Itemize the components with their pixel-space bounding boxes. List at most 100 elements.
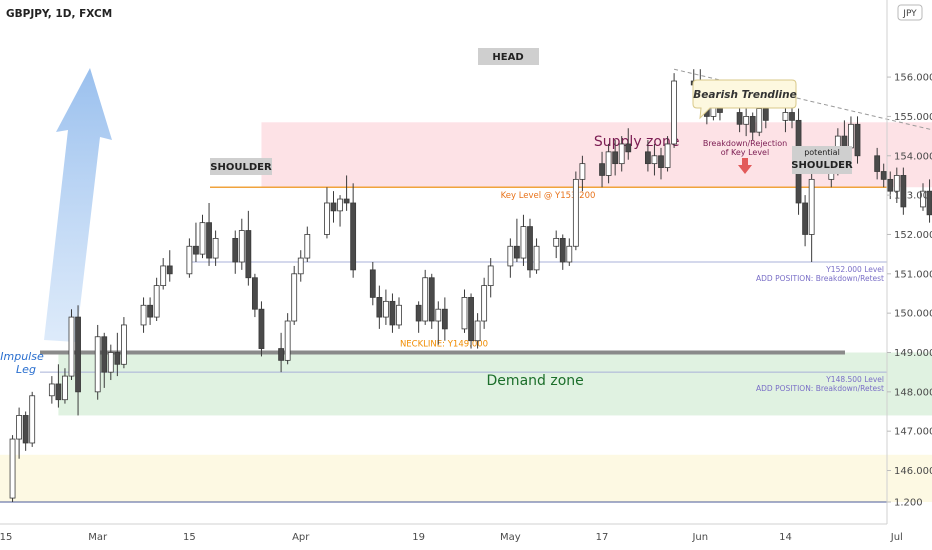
candle-body xyxy=(887,178,894,192)
candle xyxy=(62,368,68,404)
candle xyxy=(291,265,298,325)
candle xyxy=(507,238,514,278)
candle-body xyxy=(48,383,55,397)
y148-level-label: Y148.500 Level xyxy=(825,375,884,384)
candle xyxy=(468,293,474,349)
x-tick-label: Mar xyxy=(88,532,108,543)
candle-body xyxy=(147,304,154,318)
candle xyxy=(232,230,239,274)
candle-body xyxy=(291,273,298,322)
candle-body xyxy=(605,151,612,176)
candle-body xyxy=(369,269,376,298)
candle-body xyxy=(62,375,68,401)
candle xyxy=(330,191,337,223)
candle-body xyxy=(435,308,442,322)
candle xyxy=(121,317,127,369)
levels-layer: Key Level @ Y153.200 NECKLINE: Y149.000 Y1… xyxy=(0,186,887,503)
candle xyxy=(153,277,160,322)
candle-body xyxy=(487,265,494,287)
candle xyxy=(808,171,815,262)
candle xyxy=(238,218,245,270)
y-tick-label: 147.000 xyxy=(894,427,932,438)
y-tick-label: 155.000 xyxy=(894,112,932,123)
candle xyxy=(926,179,932,223)
candle-body xyxy=(343,198,350,204)
candle xyxy=(206,202,212,266)
candle-body xyxy=(29,395,36,444)
demand-zone-label: Demand zone xyxy=(487,373,584,389)
candle-body xyxy=(101,336,108,373)
candle xyxy=(343,175,350,211)
candle-body xyxy=(350,202,357,271)
candle xyxy=(369,262,376,306)
candle-body xyxy=(651,155,658,165)
x-tick-label: 15 xyxy=(0,532,12,543)
candle xyxy=(350,183,357,278)
candle xyxy=(736,104,743,133)
candle-body xyxy=(441,308,448,330)
candle xyxy=(29,391,36,447)
candle-body xyxy=(900,175,907,208)
candle-body xyxy=(520,226,527,259)
y152-level-sublabel: ADD POSITION: Breakdown/Retest xyxy=(756,274,884,283)
x-tick-label: 14 xyxy=(779,532,792,543)
candle-body xyxy=(789,112,795,121)
candle-body xyxy=(330,202,337,212)
y-tick-label: 154.000 xyxy=(894,151,932,162)
head-label-box xyxy=(478,48,539,65)
candle-body xyxy=(481,285,488,322)
candle xyxy=(199,214,206,259)
candle-body xyxy=(153,285,160,318)
breakdown-text-line1: Breakdown/Rejection xyxy=(703,139,787,148)
x-tick-label: Apr xyxy=(292,532,310,543)
candle-body xyxy=(848,123,854,149)
candle-body xyxy=(553,237,560,247)
candle xyxy=(422,269,429,325)
candle xyxy=(887,171,894,200)
candle xyxy=(520,214,527,266)
y-tick-label: 148.000 xyxy=(894,387,932,398)
candle xyxy=(645,140,651,172)
head-label-text: HEAD xyxy=(492,52,523,63)
candle xyxy=(441,297,448,341)
left-shoulder-text: SHOULDER xyxy=(210,162,272,173)
candle-body xyxy=(212,237,219,259)
candle-body xyxy=(389,300,396,326)
candle xyxy=(22,411,29,451)
candle xyxy=(9,435,16,502)
candle-body xyxy=(245,230,252,279)
x-tick-label: May xyxy=(500,532,521,543)
candle-body xyxy=(736,112,743,125)
candle xyxy=(101,332,108,388)
candle xyxy=(396,297,402,329)
breakdown-annotation: Breakdown/Rejection of Key Level xyxy=(703,139,787,174)
candle-body xyxy=(160,265,167,287)
candle xyxy=(147,297,154,325)
candle-body xyxy=(9,438,16,499)
candle xyxy=(566,238,573,266)
candle-body xyxy=(258,308,265,349)
candle-body xyxy=(382,300,389,318)
candle-body xyxy=(664,143,671,168)
right-shoulder-label: potential SHOULDER xyxy=(791,146,853,174)
candle-body xyxy=(75,316,81,393)
candle xyxy=(533,238,540,274)
candle-body xyxy=(461,297,468,330)
candle-body xyxy=(599,163,605,176)
candle xyxy=(487,258,494,298)
candle xyxy=(68,309,75,381)
candle-body xyxy=(920,190,926,208)
candle-body xyxy=(396,304,402,326)
candle-body xyxy=(428,277,435,322)
x-tick-label: 19 xyxy=(412,532,425,543)
breakdown-text-line2: of Key Level xyxy=(721,148,769,157)
callout-bubble xyxy=(692,79,797,120)
lower-zone-box xyxy=(0,454,932,502)
candle-body xyxy=(756,108,763,133)
candle xyxy=(749,112,756,141)
candle-body xyxy=(527,226,533,271)
candle xyxy=(415,301,422,333)
y-tick-label: 1.200 xyxy=(894,498,923,509)
